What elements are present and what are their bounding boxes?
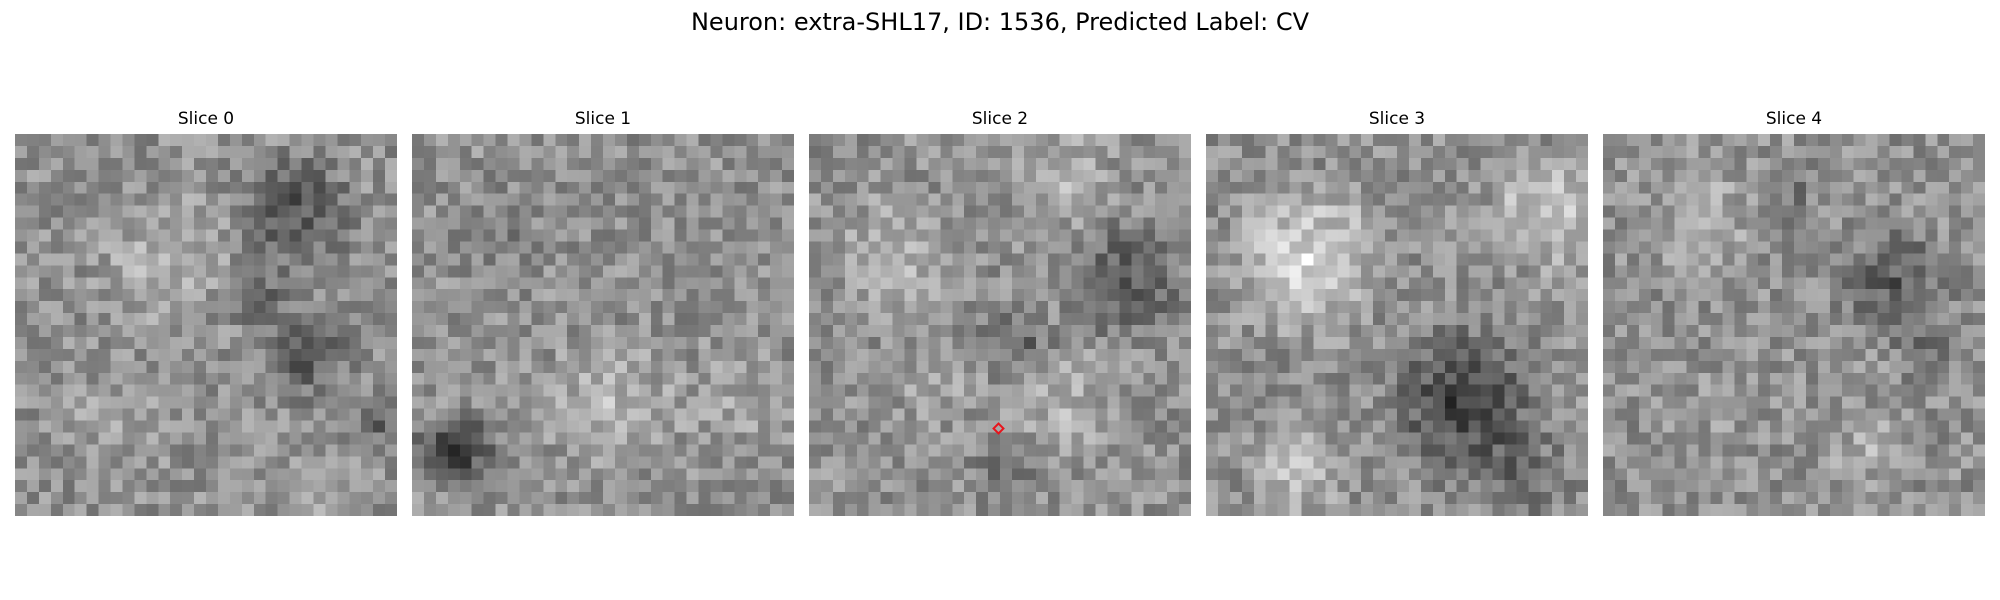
slice-image-0	[15, 134, 397, 516]
slice-image-1	[412, 134, 794, 516]
slice-title-3: Slice 3	[1368, 109, 1426, 129]
slice-panel-2: Slice 2	[809, 108, 1191, 520]
slice-image-3	[1206, 134, 1588, 516]
slice-panel-1: Slice 1	[412, 108, 794, 520]
slice-title-1: Slice 1	[574, 109, 632, 129]
slice-panel-0: Slice 0	[15, 108, 397, 520]
slice-title-2: Slice 2	[971, 109, 1029, 129]
slice-panel-4: Slice 4	[1603, 108, 1985, 520]
slice-image-4	[1603, 134, 1985, 516]
slice-title-0: Slice 0	[177, 109, 235, 129]
slice-panel-3: Slice 3	[1206, 108, 1588, 520]
figure-title: Neuron: extra-SHL17, ID: 1536, Predicted…	[690, 8, 1310, 36]
slice-title-4: Slice 4	[1765, 109, 1823, 129]
slice-image-2	[809, 134, 1191, 516]
